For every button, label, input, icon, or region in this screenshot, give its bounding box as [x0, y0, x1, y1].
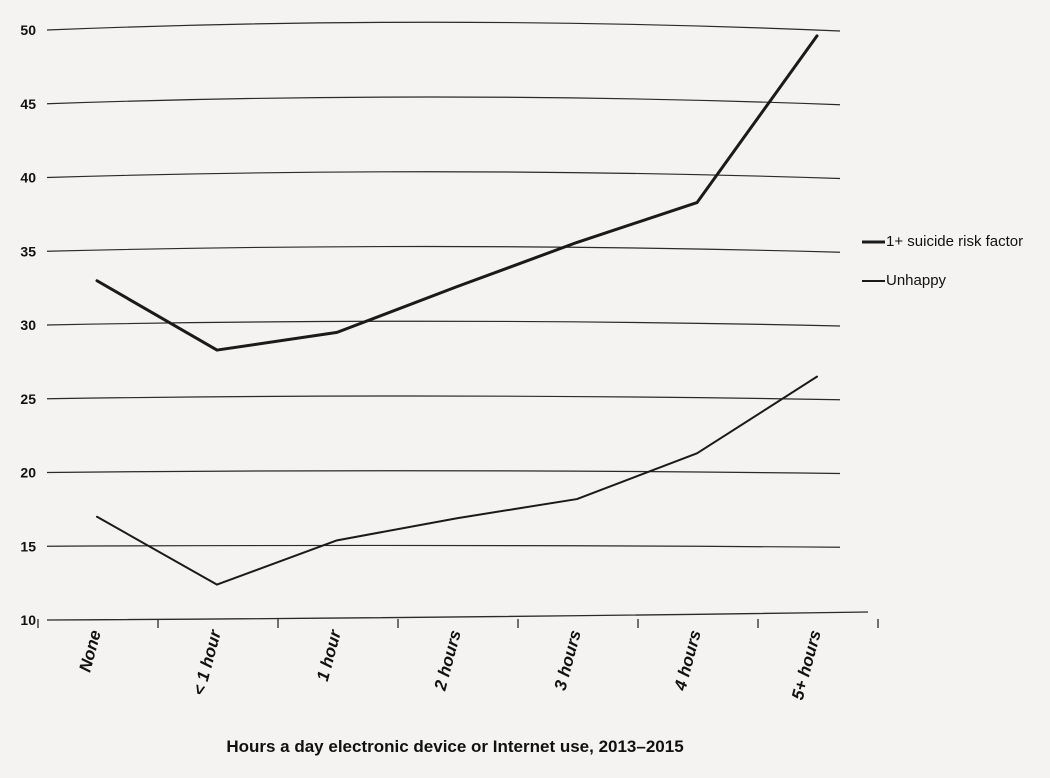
gridline	[46, 21, 841, 32]
legend: 1+ suicide risk factor Unhappy	[862, 233, 1023, 289]
series-line-unhappy	[96, 375, 818, 586]
gridline	[46, 320, 841, 327]
y-axis-ticks: 10 15 20 25 30 35 40 45 50	[20, 22, 36, 628]
x-tick-label: None	[76, 628, 105, 674]
legend-label: 1+ suicide risk factor	[886, 233, 1023, 250]
series-line-suicide-risk-factor	[95, 34, 819, 352]
gridline	[46, 470, 841, 475]
y-tick-label: 20	[20, 465, 36, 481]
gridline	[46, 245, 841, 253]
gridline	[46, 544, 841, 548]
y-tick-label: 15	[20, 538, 36, 554]
y-tick-label: 30	[20, 317, 36, 333]
series-lines	[95, 34, 819, 586]
x-tick-label: 2 hours	[430, 628, 465, 693]
y-tick-label: 40	[20, 170, 36, 186]
gridlines	[46, 21, 841, 548]
y-tick-label: 45	[20, 96, 36, 112]
y-tick-label: 50	[20, 22, 36, 38]
x-tick-label: 4 hours	[670, 628, 705, 693]
gridline	[46, 96, 841, 106]
gridline	[46, 395, 841, 401]
x-axis: None < 1 hour 1 hour 2 hours 3 hours 4 hours 5…	[37, 611, 879, 702]
legend-label: Unhappy	[886, 272, 947, 289]
x-axis-title: Hours a day electronic device or Interne…	[226, 737, 683, 756]
x-axis-line	[46, 611, 869, 621]
x-tick-label: 1 hour	[313, 627, 345, 683]
x-tick-label: < 1 hour	[189, 627, 225, 698]
y-tick-label: 10	[20, 612, 36, 628]
x-tick-label: 3 hours	[551, 628, 585, 692]
x-tick-label: 5+ hours	[788, 628, 825, 702]
y-tick-label: 35	[20, 243, 36, 259]
y-tick-label: 25	[20, 391, 36, 407]
gridline	[46, 171, 841, 180]
